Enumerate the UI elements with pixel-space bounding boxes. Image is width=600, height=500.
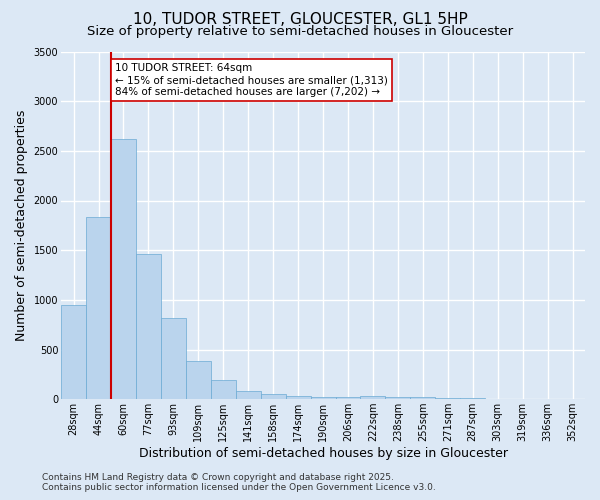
Bar <box>136 254 161 399</box>
Bar <box>385 396 410 399</box>
Bar <box>211 380 236 399</box>
Y-axis label: Number of semi-detached properties: Number of semi-detached properties <box>15 110 28 341</box>
Bar <box>186 362 211 399</box>
Bar <box>335 397 361 399</box>
Bar <box>111 139 136 399</box>
Bar <box>161 318 186 399</box>
Bar <box>311 396 335 399</box>
Bar <box>410 397 436 399</box>
Text: 10 TUDOR STREET: 64sqm
← 15% of semi-detached houses are smaller (1,313)
84% of : 10 TUDOR STREET: 64sqm ← 15% of semi-det… <box>115 64 388 96</box>
Bar <box>361 396 385 399</box>
Bar <box>86 218 111 399</box>
Bar <box>460 398 485 399</box>
Bar <box>286 396 311 399</box>
Text: Size of property relative to semi-detached houses in Gloucester: Size of property relative to semi-detach… <box>87 25 513 38</box>
X-axis label: Distribution of semi-detached houses by size in Gloucester: Distribution of semi-detached houses by … <box>139 447 508 460</box>
Text: Contains HM Land Registry data © Crown copyright and database right 2025.
Contai: Contains HM Land Registry data © Crown c… <box>42 473 436 492</box>
Bar <box>236 390 260 399</box>
Bar <box>61 305 86 399</box>
Bar <box>260 394 286 399</box>
Text: 10, TUDOR STREET, GLOUCESTER, GL1 5HP: 10, TUDOR STREET, GLOUCESTER, GL1 5HP <box>133 12 467 28</box>
Bar <box>436 398 460 399</box>
